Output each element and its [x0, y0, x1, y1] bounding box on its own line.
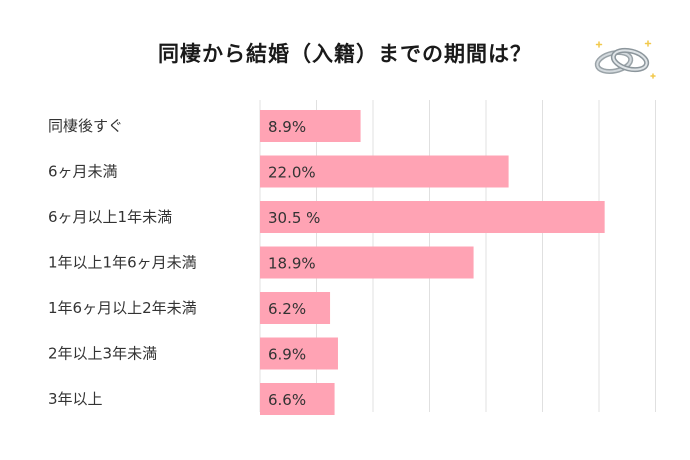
value-label: 8.9% — [268, 118, 306, 136]
category-label: 1年6ヶ月以上2年未満 — [48, 299, 197, 317]
bar — [260, 201, 605, 233]
category-label: 6ヶ月以上1年未満 — [48, 208, 172, 226]
chart-title: 同棲から結婚（入籍）までの期間は？ — [158, 42, 532, 66]
bar — [260, 383, 335, 415]
category-label: 2年以上3年未満 — [48, 345, 157, 363]
value-label: 6.2% — [268, 300, 306, 318]
bar — [260, 246, 474, 279]
bars — [260, 110, 605, 415]
category-label: 同棲後すぐ — [48, 117, 123, 135]
value-label: 6.9% — [268, 346, 306, 364]
value-label: 22.0% — [268, 164, 316, 182]
wedding-rings-icon — [594, 40, 656, 79]
category-label: 6ヶ月未満 — [48, 163, 118, 181]
category-label: 1年以上1年6ヶ月未満 — [48, 254, 197, 272]
bar — [260, 155, 509, 188]
bar — [260, 110, 361, 142]
bar — [260, 337, 338, 370]
value-label: 18.9% — [268, 255, 316, 273]
value-label: 30.5 % — [268, 209, 320, 227]
labels: 同棲後すぐ 8.9% 6ヶ月未満 22.0% 6ヶ月以上1年未満 30.5 % 1年以上1年… — [48, 117, 320, 409]
bar — [260, 292, 331, 324]
value-label: 6.6% — [268, 391, 306, 409]
category-label: 3年以上 — [48, 390, 103, 408]
